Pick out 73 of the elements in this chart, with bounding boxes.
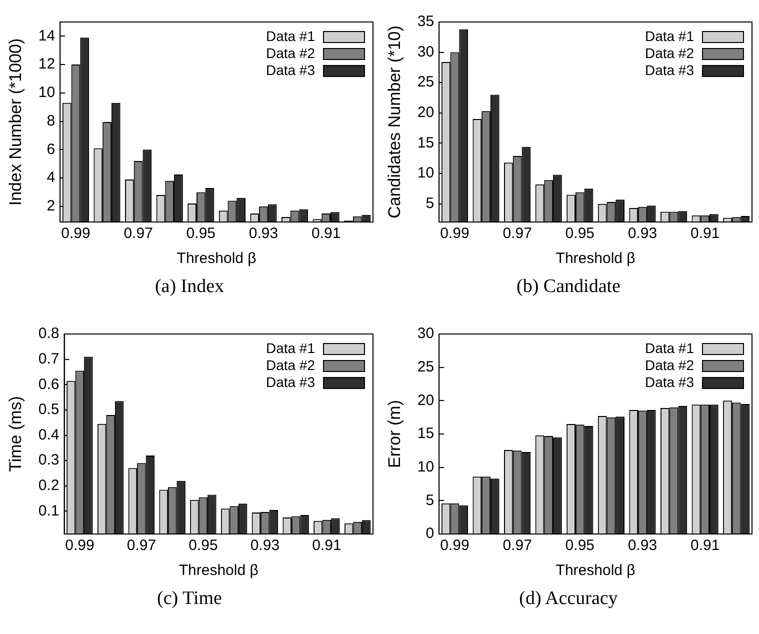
x-tick-label: 0.99 [440,225,470,242]
y-tick-label: 0.4 [38,426,60,444]
y-tick-label: 10 [38,84,56,102]
y-axis-title: Error (m) [384,400,404,468]
y-axis-title: Time (ms) [6,396,25,472]
y-tick-label: 6 [46,140,56,158]
legend-label: Data #3 [644,374,694,391]
legend-label: Data #1 [644,340,694,357]
x-axis-title: Threshold β [176,250,257,268]
x-tick-label: 0.97 [502,537,532,554]
x-tick-label: 0.91 [311,225,341,242]
x-tick-label: 0.93 [248,225,278,242]
x-tick-label: 0.93 [250,537,280,554]
x-axis-title: Threshold β [178,562,259,580]
y-tick-label: 0.5 [38,401,60,418]
y-tick-label: 10 [417,164,434,182]
x-tick-label: 0.97 [502,225,532,242]
x-tick-label: 0.95 [565,537,594,554]
x-tick-label: 0.91 [312,537,342,554]
y-tick-label: 30 [417,43,434,60]
y-tick-label: 0.1 [38,502,60,520]
y-tick-label: 20 [417,104,434,122]
x-axis-title: Threshold β [556,250,636,268]
y-tick-label: 12 [38,56,56,73]
y-tick-label: 0 [426,525,434,542]
y-tick-label: 14 [38,27,56,44]
text: (c) Time [156,588,223,610]
y-tick-label: 5 [426,492,434,509]
y-tick-label: 20 [417,392,434,409]
y-tick-label: 0.7 [38,350,60,368]
y-tick-label: 2 [46,198,56,215]
legend-label: Data #1 [644,28,694,45]
text: (d) Accuracy [518,588,619,610]
y-tick-label: 0.3 [38,452,60,469]
y-tick-label: 15 [417,425,434,442]
y-tick-label: 8 [46,112,56,130]
x-tick-label: 0.99 [440,537,470,554]
legend-label: Data #2 [266,357,315,374]
y-tick-label: 5 [426,194,434,212]
y-tick-label: 0.2 [38,477,60,494]
text: (a) Index [154,276,226,298]
x-tick-label: 0.99 [61,225,90,242]
x-tick-label: 0.91 [690,225,720,242]
y-tick-label: 4 [46,169,56,186]
y-tick-label: 10 [417,458,434,476]
y-tick-label: 0.8 [38,325,60,342]
x-tick-label: 0.95 [565,225,594,242]
x-tick-label: 0.97 [126,537,156,554]
legend-label: Data #3 [266,62,315,79]
text: (b) Candidate [516,276,622,298]
x-tick-label: 0.97 [124,225,153,242]
y-tick-label: 0.6 [38,376,60,393]
y-tick-label: 25 [417,74,434,91]
x-axis-title: Threshold β [556,562,636,580]
x-tick-label: 0.95 [186,225,216,242]
y-tick-label: 15 [417,134,434,152]
legend-label: Data #3 [644,62,694,79]
y-tick-label: 35 [417,13,434,30]
legend-label: Data #1 [266,28,315,45]
x-tick-label: 0.93 [628,537,658,554]
legend-label: Data #2 [266,45,315,62]
y-tick-label: 30 [417,325,434,342]
x-tick-label: 0.91 [690,537,720,554]
y-tick-label: 25 [417,358,434,376]
x-tick-label: 0.99 [65,537,94,554]
y-axis-title: Candidates Number (*10) [384,26,404,218]
legend-label: Data #2 [644,357,694,374]
x-tick-label: 0.95 [188,537,218,554]
x-tick-label: 0.93 [628,225,658,242]
legend-label: Data #1 [266,340,315,357]
legend-label: Data #2 [644,45,694,62]
y-axis-title: Index Number (*1000) [6,38,25,206]
legend-label: Data #3 [266,374,315,391]
